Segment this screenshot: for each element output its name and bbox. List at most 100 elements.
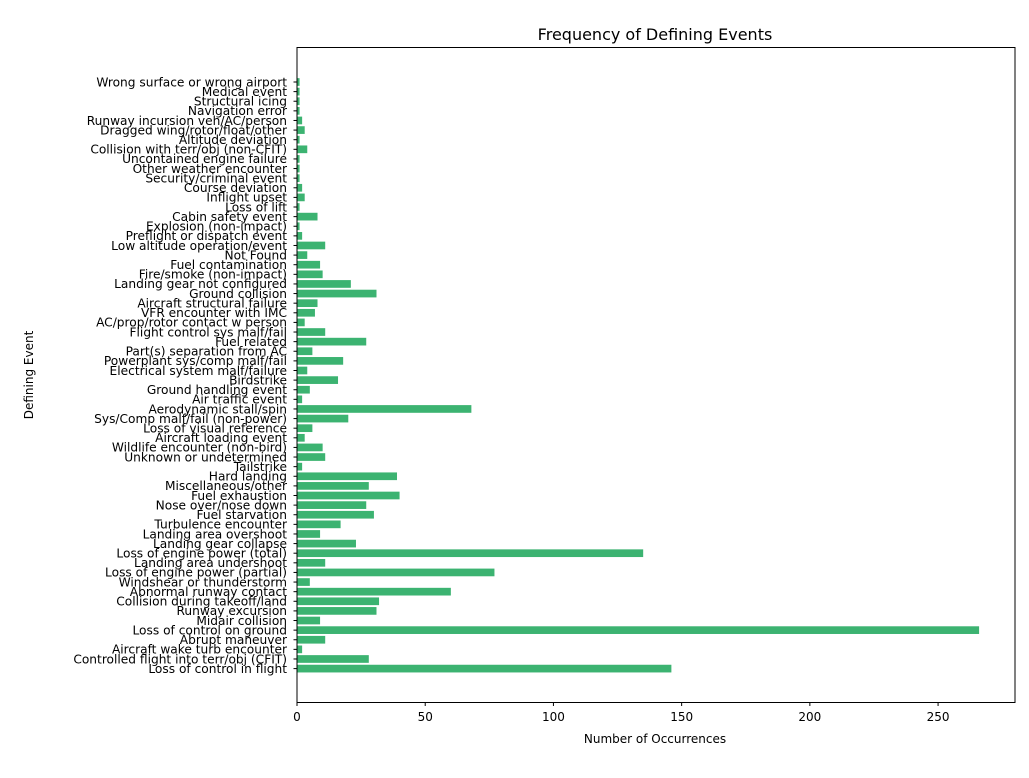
category-label: Windshear or thunderstorm	[119, 575, 287, 589]
bar	[297, 241, 326, 250]
category-label: Landing area undershoot	[134, 556, 287, 570]
category-label: Structural icing	[194, 95, 287, 109]
category-label: Controlled flight into terr/obj (CFIT)	[73, 652, 287, 666]
category-label: Abrupt maneuver	[180, 633, 288, 647]
bar	[297, 655, 369, 663]
bar	[297, 318, 305, 327]
y-axis-label: Defining Event	[22, 330, 36, 419]
category-label: Birdstrike	[229, 373, 287, 387]
bar	[297, 405, 472, 413]
category-label: AC/prop/rotor contact w person	[96, 316, 287, 330]
bar	[297, 462, 303, 471]
category-label: Preflight or dispatch event	[126, 229, 288, 243]
category-label: Turbulence encounter	[153, 518, 288, 532]
category-label: Security/criminal event	[145, 171, 287, 185]
category-label: Nose over/nose down	[156, 498, 287, 512]
bar	[297, 155, 300, 163]
bar	[297, 433, 305, 442]
bar	[297, 222, 300, 231]
category-label: Unknown or undetermined	[124, 450, 287, 464]
bar	[297, 645, 303, 654]
x-tick-label: 150	[670, 710, 693, 724]
bar	[297, 472, 398, 481]
category-label: Medical event	[202, 85, 287, 99]
category-label: Wildlife encounter (non-bird)	[112, 441, 287, 455]
category-label: Fuel contamination	[170, 258, 287, 272]
bar	[297, 299, 318, 308]
category-label: Landing gear collapse	[153, 537, 287, 551]
bar	[297, 501, 367, 509]
category-label: Course deviation	[184, 181, 287, 195]
bar	[297, 366, 308, 375]
bar	[297, 347, 313, 356]
category-label: Dragged wing/rotor/float/other	[100, 123, 288, 137]
bar	[297, 280, 351, 288]
category-label: Navigation error	[188, 104, 288, 118]
category-label: Abnormal runway contact	[130, 585, 287, 599]
bar	[297, 193, 305, 202]
bar	[297, 424, 313, 433]
bars-group	[297, 78, 980, 673]
bar	[297, 251, 308, 259]
x-tick-label: 50	[418, 710, 433, 724]
bar	[297, 174, 300, 183]
category-label: Loss of engine power (partial)	[105, 566, 287, 580]
bar	[297, 607, 377, 615]
bar	[297, 414, 349, 423]
category-label: Fuel related	[215, 335, 287, 349]
x-ticks-group: 0 50 100 150 200 250	[293, 702, 950, 724]
bar	[297, 616, 321, 625]
category-label: Midair collision	[196, 614, 287, 628]
bar	[297, 289, 377, 298]
bar	[297, 510, 374, 519]
bar	[297, 549, 644, 558]
bar	[297, 664, 672, 673]
bar	[297, 87, 300, 96]
bar	[297, 308, 315, 317]
bar	[297, 337, 367, 346]
x-tick-label: 100	[542, 710, 565, 724]
bar	[297, 116, 303, 125]
bar	[297, 212, 318, 221]
category-label: Air traffic event	[192, 393, 287, 407]
bar	[297, 443, 323, 452]
category-label: Low altitude operation/event	[111, 239, 287, 253]
category-label: Powerplant sys/comp malf/fail	[104, 354, 287, 368]
category-label: Miscellaneous/other	[165, 479, 288, 493]
x-axis-label: Number of Occurrences	[584, 732, 726, 746]
category-label: Fire/smoke (non-impact)	[139, 268, 287, 282]
category-label: Other weather encounter	[133, 162, 288, 176]
bar	[297, 164, 300, 173]
bar	[297, 587, 451, 596]
bar	[297, 328, 326, 336]
category-label: Fuel starvation	[197, 508, 287, 522]
x-tick-label: 0	[293, 710, 301, 724]
category-label: Landing area overshoot	[143, 527, 288, 541]
bar	[297, 626, 980, 634]
bar	[297, 145, 308, 154]
x-tick-label: 250	[927, 710, 950, 724]
category-label: Fuel exhaustion	[191, 489, 287, 503]
category-label: Electrical system malf/failure	[110, 364, 287, 378]
category-label: Loss of control on ground	[132, 623, 287, 637]
bar	[297, 126, 305, 134]
category-label: Aircraft wake turb encounter	[112, 643, 288, 657]
category-label: Aircraft loading event	[155, 431, 287, 445]
category-label: Runway incursion veh/AC/person	[87, 114, 287, 128]
bar	[297, 520, 341, 529]
category-label: Collision with terr/obj (non-CFIT)	[90, 143, 287, 157]
bar	[297, 357, 344, 365]
bar	[297, 260, 321, 269]
bar	[297, 232, 303, 240]
bar	[297, 135, 300, 144]
bar	[297, 530, 321, 538]
bar	[297, 578, 310, 586]
bar	[297, 270, 323, 279]
bar	[297, 97, 300, 106]
bar	[297, 203, 300, 211]
bar	[297, 376, 339, 384]
category-label: Ground collision	[189, 287, 287, 301]
category-label: Tailstrike	[233, 460, 287, 474]
